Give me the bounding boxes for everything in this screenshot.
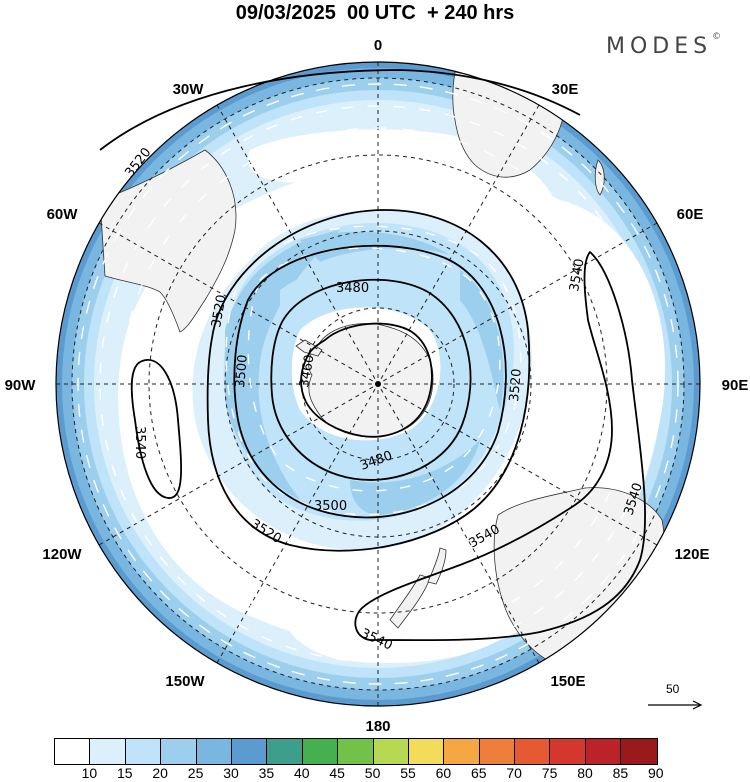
longitude-labels: 0 30E 60E 90E 120E 150E 180 150W 120W 90… xyxy=(5,37,749,735)
colorbar-label: 55 xyxy=(400,765,416,781)
colorbar-label: 85 xyxy=(612,765,629,781)
colorbar-swatch xyxy=(479,739,516,764)
colorbar-label: 45 xyxy=(329,765,345,781)
lon-label-30e: 30E xyxy=(552,81,579,98)
height-contours xyxy=(99,69,646,642)
brand-name: MODES xyxy=(606,34,713,59)
colorbar-label: 65 xyxy=(471,765,487,781)
map-title: 09/03/2025 00 UTC + 240 hrs xyxy=(235,2,515,24)
colorbar-swatch xyxy=(196,739,232,764)
colorbar-swatch xyxy=(373,739,409,764)
colorbar-swatch xyxy=(302,739,339,764)
colorbar-label: 20 xyxy=(152,765,168,781)
contour-3520 xyxy=(206,209,531,552)
contour-label: 3520 xyxy=(507,368,525,402)
contour-label: 3540 xyxy=(567,257,588,292)
colorbar-swatch xyxy=(585,739,622,764)
lon-label-120w: 120W xyxy=(42,546,82,563)
lon-label-150e: 150E xyxy=(550,673,585,690)
contour-label: 3500 xyxy=(233,354,251,388)
colorbar-swatch xyxy=(621,739,657,764)
lon-label-150w: 150W xyxy=(165,673,205,690)
contour-label: 3500 xyxy=(314,499,347,514)
contour-3500 xyxy=(233,244,507,519)
colorbar-label: 35 xyxy=(258,765,275,781)
colorbar-label: 25 xyxy=(187,765,204,781)
colorbar-swatch xyxy=(90,739,126,764)
colorbar-swatch xyxy=(267,739,303,764)
colorbar-label: 10 xyxy=(81,765,98,781)
contour-label: 3540 xyxy=(132,426,147,459)
lon-label-60e: 60E xyxy=(677,206,704,223)
colorbar xyxy=(54,738,658,765)
colorbar-label: 50 xyxy=(364,765,381,781)
lon-label-90w: 90W xyxy=(5,377,37,394)
lon-label-60w: 60W xyxy=(47,206,79,223)
map-border xyxy=(55,61,701,707)
contour-3460 xyxy=(300,322,433,438)
contour-3540-east xyxy=(354,250,646,642)
colorbar-swatch xyxy=(444,739,480,764)
reference-vector-label: 50 xyxy=(666,682,680,696)
colorbar-swatch xyxy=(55,739,91,764)
brand-mark: © xyxy=(712,32,722,42)
antarctic-peninsula xyxy=(295,339,323,357)
colorbar-swatch xyxy=(338,739,374,764)
contour-3520-outer xyxy=(99,69,581,151)
contour-label: 3480 xyxy=(336,281,369,296)
contour-3480 xyxy=(270,278,472,481)
contour-3540-west xyxy=(130,359,183,499)
colorbar-label: 15 xyxy=(117,765,133,781)
lon-label-90e: 90E xyxy=(722,377,749,394)
lon-label-180: 180 xyxy=(365,718,390,735)
south-pole-marker xyxy=(375,381,381,387)
new-zealand-south xyxy=(389,574,431,629)
colorbar-swatch xyxy=(231,739,268,764)
wind-vectors xyxy=(77,83,679,685)
colorbar-label: 80 xyxy=(577,765,593,781)
colorbar-swatch xyxy=(161,739,197,764)
lon-label-120e: 120E xyxy=(674,546,709,563)
colorbar-label: 70 xyxy=(506,765,522,781)
colorbar-label: 40 xyxy=(294,765,310,781)
lon-label-30w: 30W xyxy=(173,81,205,98)
colorbar-swatch xyxy=(515,739,551,764)
colorbar-label: 60 xyxy=(435,765,452,781)
colorbar-label: 90 xyxy=(648,765,664,781)
madagascar xyxy=(594,159,605,196)
lon-label-0: 0 xyxy=(374,37,382,54)
colorbar-swatch xyxy=(125,739,162,764)
colorbar-swatch xyxy=(550,739,586,764)
colorbar-label: 75 xyxy=(541,765,558,781)
colorbar-label: 30 xyxy=(223,765,239,781)
colorbar-swatch xyxy=(408,739,445,764)
contour-label: 3520 xyxy=(209,293,230,328)
contour-label: 3460 xyxy=(297,353,318,388)
brand-logo: MODES© xyxy=(606,32,722,59)
reference-vector-arrow-icon xyxy=(648,700,703,710)
colorbar-labels: 10 15 20 25 30 35 40 45 50 55 60 65 70 75 80 85 90 xyxy=(54,765,704,781)
